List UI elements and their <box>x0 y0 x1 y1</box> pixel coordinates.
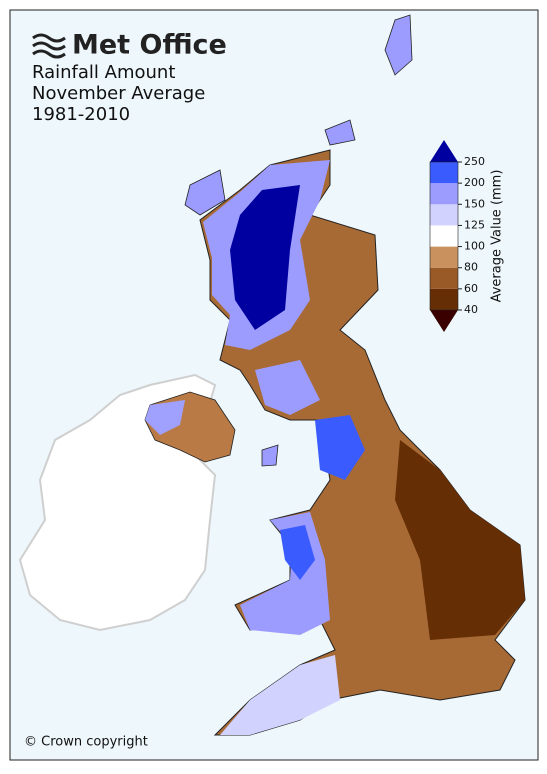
west-highlands-wettest <box>230 185 300 330</box>
legend-tick-label: 100 <box>464 240 485 253</box>
copyright: © Crown copyright <box>24 735 148 750</box>
title-line: Rainfall Amount <box>32 62 175 83</box>
legend-bin <box>430 162 458 184</box>
legend-tick-label: 60 <box>464 282 478 295</box>
legend-tick-label: 200 <box>464 176 485 189</box>
legend-tick-label: 80 <box>464 261 478 274</box>
legend-tick-label: 125 <box>464 218 485 231</box>
legend-tick-label: 40 <box>464 303 478 316</box>
legend-bin <box>430 183 458 205</box>
legend-label: Average Value (mm) <box>490 170 505 303</box>
legend-over <box>430 140 458 162</box>
title-line: 1981-2010 <box>32 104 130 125</box>
outer-hebrides <box>184 169 226 216</box>
east-england-dry <box>395 440 525 640</box>
logo-text: Met Office <box>72 30 227 61</box>
legend-bin <box>430 288 458 310</box>
legend-under <box>430 310 458 332</box>
legend-outline <box>429 161 459 311</box>
legend-bin <box>430 225 458 247</box>
legend-bin <box>430 267 458 289</box>
legend-bin <box>430 204 458 226</box>
south-west-scotland <box>255 360 320 415</box>
orkney <box>324 119 356 146</box>
legend-tick-label: 150 <box>464 197 485 210</box>
south-west-wet <box>220 655 340 735</box>
legend-tick-label: 250 <box>464 155 485 168</box>
isle-of-man <box>261 444 279 467</box>
shetland <box>384 14 413 76</box>
legend: 40 60 80 100 125 150 200 250 <box>429 140 485 332</box>
title-line: November Average <box>32 83 205 104</box>
lake-district <box>315 415 365 480</box>
northern-ireland-wet <box>145 400 185 435</box>
legend-bin <box>430 246 458 268</box>
snowdonia <box>280 525 315 580</box>
logo-icon <box>32 33 66 59</box>
